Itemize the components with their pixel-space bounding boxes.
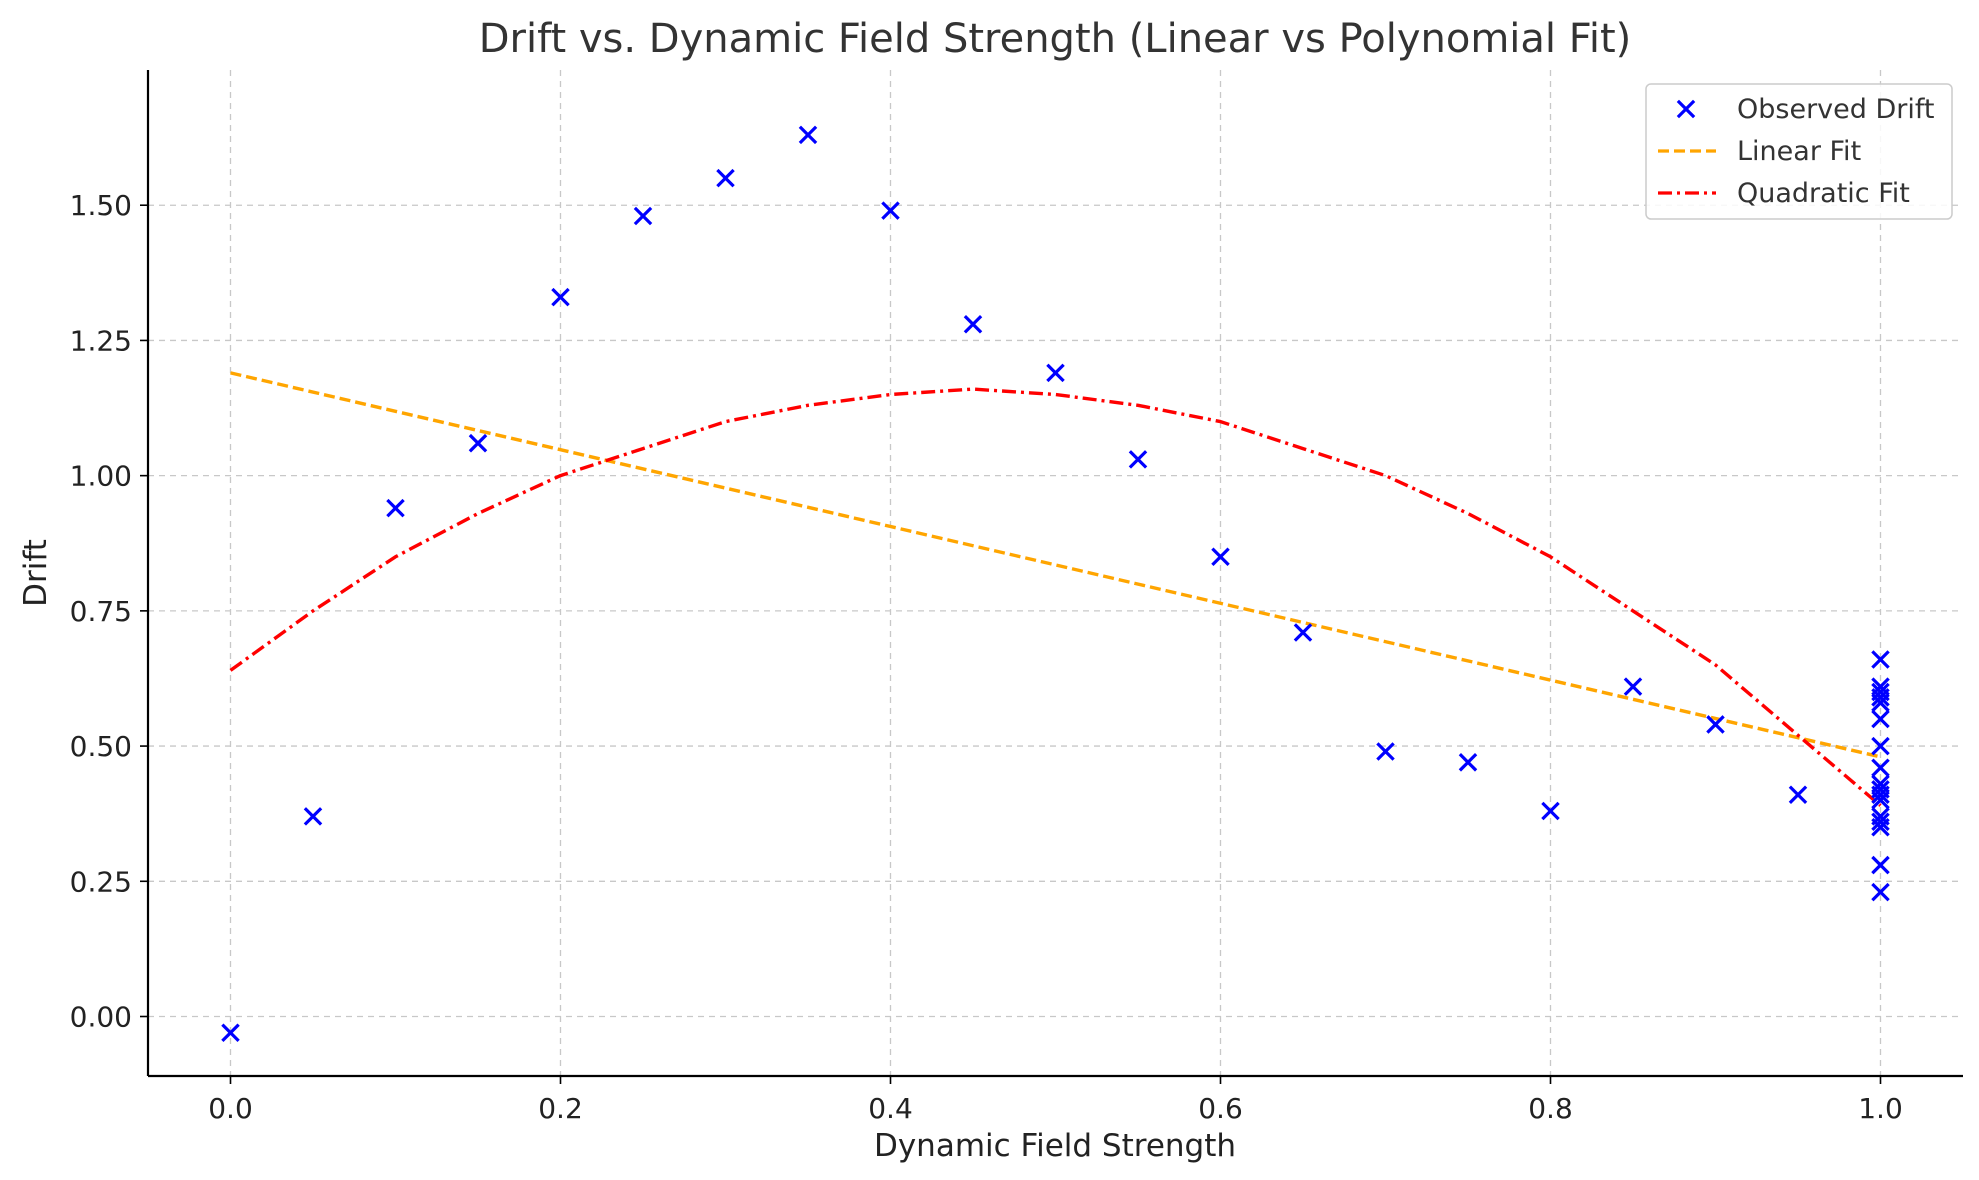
legend-label-observed: Observed Drift <box>1737 94 1935 125</box>
observed-drift-point <box>1871 785 1890 805</box>
y-tick-label: 0.50 <box>70 730 132 763</box>
observed-drift-point <box>1293 623 1313 642</box>
observed-drift-point <box>1871 790 1890 810</box>
grid <box>148 70 1963 1076</box>
observed-drift-point <box>1871 693 1890 713</box>
legend-label-linear: Linear Fit <box>1737 136 1861 167</box>
scatter-points <box>221 125 1890 1042</box>
x-ticks: 0.0 0.2 0.4 0.6 0.8 1.0 <box>208 1076 1903 1125</box>
chart-title: Drift vs. Dynamic Field Strength (Linear… <box>479 16 1632 62</box>
observed-drift-point <box>386 498 405 518</box>
observed-drift-point <box>1376 742 1395 761</box>
observed-drift-point <box>468 433 488 453</box>
legend-marker-observed <box>1676 99 1696 119</box>
observed-drift-point <box>1871 688 1890 707</box>
observed-drift-point <box>1871 855 1890 875</box>
observed-drift-point <box>1871 650 1890 669</box>
legend: Observed Drift Linear Fit Quadratic Fit <box>1645 83 1953 220</box>
x-tick-label: 0.6 <box>1198 1092 1243 1125</box>
y-tick-label: 0.75 <box>70 595 132 628</box>
observed-drift-point <box>1871 812 1890 832</box>
x-tick-label: 0.2 <box>538 1092 583 1125</box>
observed-drift-point <box>551 287 570 307</box>
y-tick-label: 1.00 <box>70 460 132 493</box>
observed-drift-point <box>1623 677 1643 696</box>
x-tick-label: 0.8 <box>1528 1092 1573 1125</box>
observed-drift-point <box>1788 785 1808 805</box>
fit-lines <box>229 371 1882 807</box>
y-ticks: 0.00 0.25 0.50 0.75 1.00 1.25 1.50 <box>70 189 148 1034</box>
observed-drift-point <box>1871 817 1890 837</box>
quadratic-fit-line <box>229 387 1882 807</box>
observed-drift-point <box>963 314 983 334</box>
observed-drift-point <box>221 1023 240 1042</box>
y-tick-label: 1.25 <box>70 324 132 357</box>
linear-fit-line <box>230 371 1881 759</box>
x-tick-label: 1.0 <box>1858 1092 1903 1125</box>
observed-drift-point <box>716 168 735 188</box>
observed-drift-point <box>1871 736 1890 756</box>
observed-drift-point <box>798 125 818 145</box>
y-axis-label: Drift <box>18 539 54 607</box>
legend-label-quadratic: Quadratic Fit <box>1737 178 1910 209</box>
y-tick-label: 1.50 <box>70 189 132 222</box>
observed-drift-point <box>1046 363 1065 383</box>
observed-drift-point <box>881 201 900 220</box>
observed-drift-point <box>1211 547 1230 567</box>
observed-drift-point <box>633 206 653 226</box>
observed-drift-point <box>1871 709 1890 729</box>
observed-drift-point <box>1871 758 1890 777</box>
x-tick-label: 0.4 <box>868 1092 913 1125</box>
y-tick-label: 0.25 <box>70 865 132 898</box>
legend-box <box>1645 83 1953 220</box>
observed-drift-point <box>1706 715 1725 734</box>
observed-drift-point <box>303 807 323 826</box>
observed-drift-point <box>1871 882 1890 902</box>
observed-drift-point <box>1458 753 1478 772</box>
y-tick-label: 0.00 <box>70 1001 132 1034</box>
observed-drift-point <box>1128 450 1148 469</box>
observed-drift-point <box>1541 801 1560 821</box>
x-axis-label: Dynamic Field Strength <box>874 1128 1236 1164</box>
x-tick-label: 0.0 <box>208 1092 253 1125</box>
